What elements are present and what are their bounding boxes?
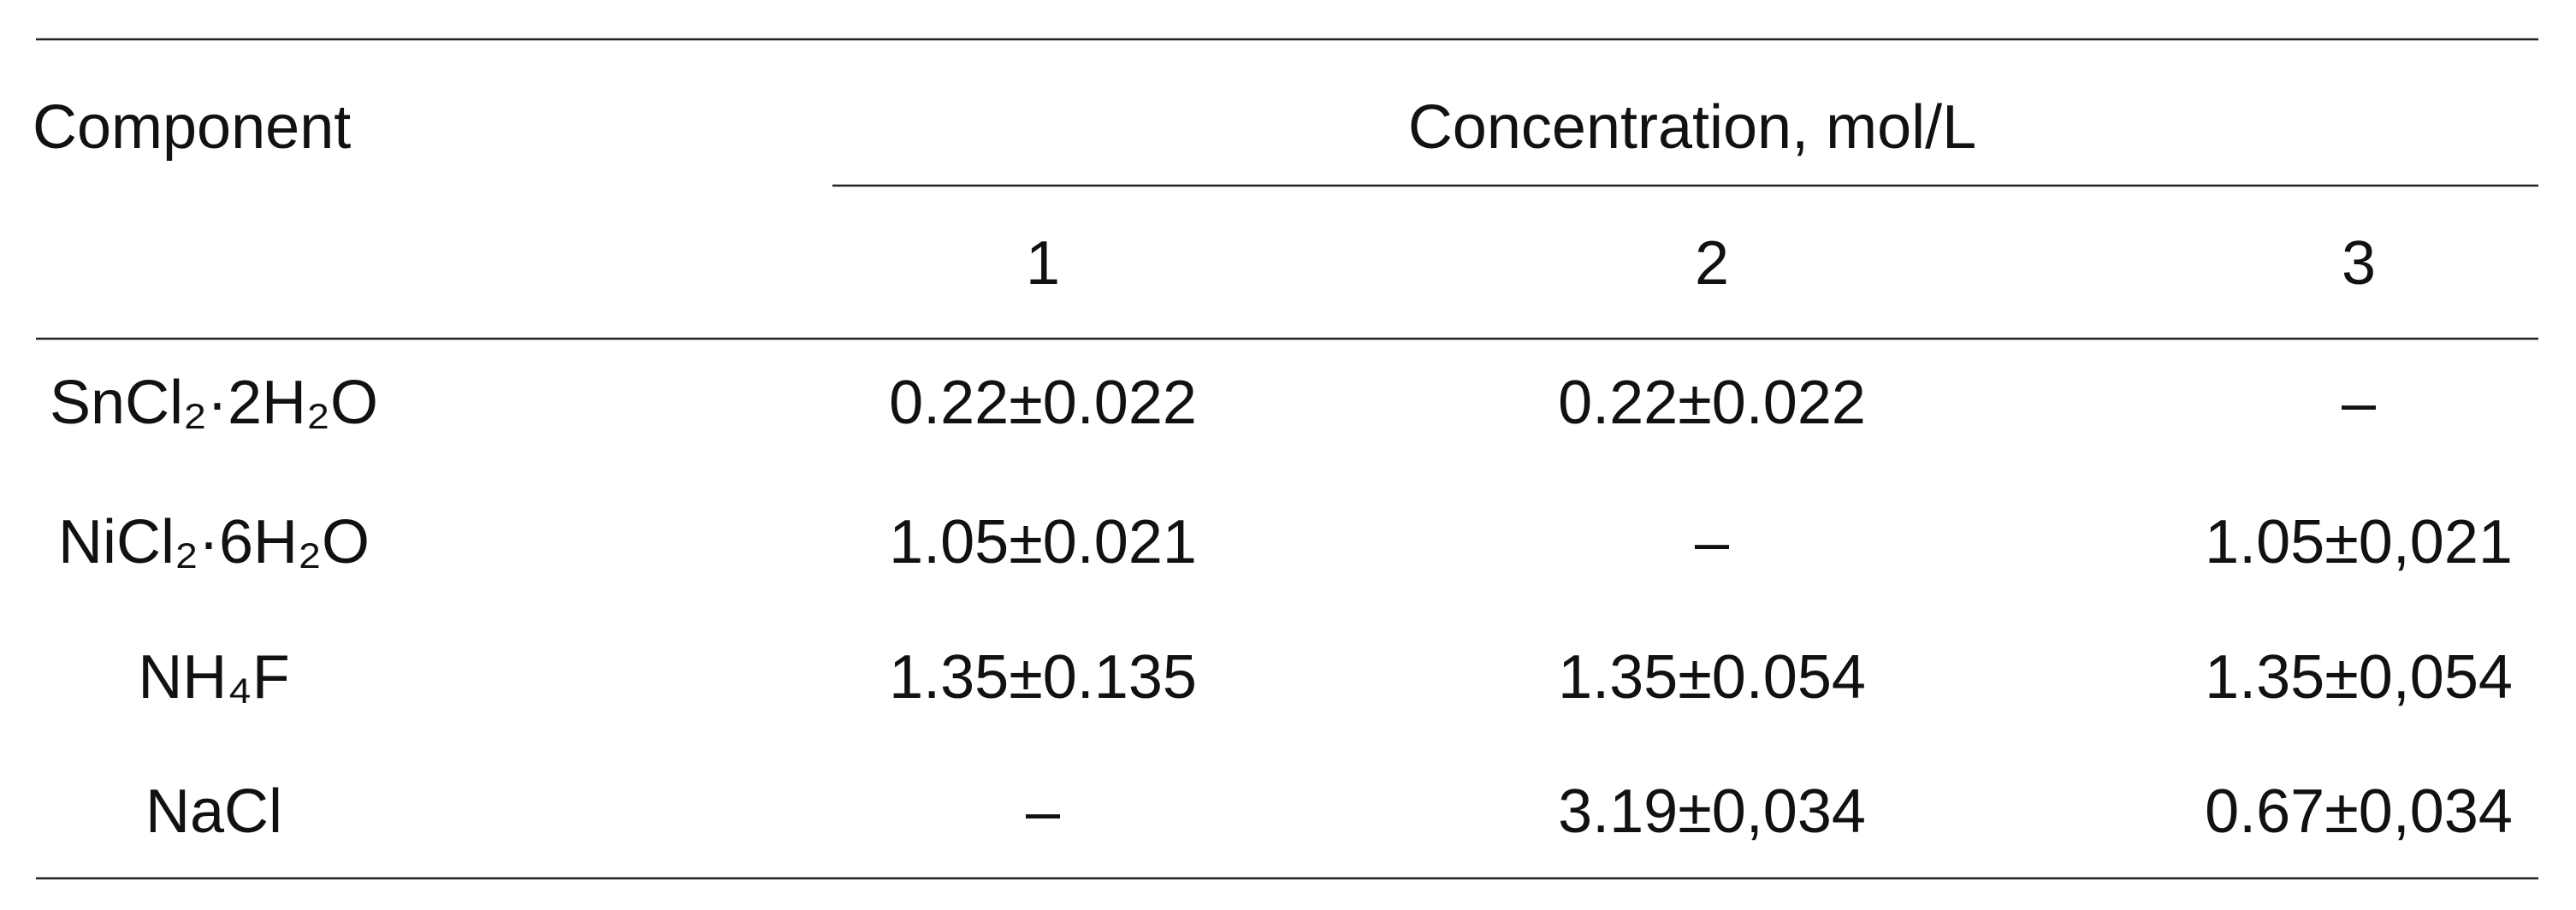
column-header: 1	[1026, 229, 1060, 298]
value-cell: 1.35±0.135	[889, 643, 1197, 712]
component-cell: NH₄F	[138, 643, 289, 712]
value-cell: 1.05±0,021	[2205, 508, 2513, 576]
column-header: 3	[2342, 229, 2376, 298]
value-cell: 0.22±0.022	[889, 369, 1197, 437]
component-cell: NiCl₂·6H₂O	[58, 508, 370, 576]
value-cell: 1.05±0.021	[889, 508, 1197, 576]
value-cell: 1.35±0.054	[1558, 643, 1866, 712]
concentration-header: Concentration, mol/L	[1408, 93, 1976, 162]
value-cell: 3.19±0,034	[1558, 777, 1866, 846]
value-cell: 0.67±0,034	[2205, 777, 2513, 846]
component-header: Component	[33, 93, 351, 162]
value-cell: 0.22±0.022	[1558, 369, 1866, 437]
component-cell: SnCl₂·2H₂O	[50, 369, 378, 437]
value-cell: –	[1695, 508, 1730, 576]
column-header: 2	[1695, 229, 1729, 298]
component-cell: NaCl	[145, 777, 282, 846]
value-cell: –	[1026, 777, 1061, 846]
value-cell: –	[2342, 369, 2377, 437]
value-cell: 1.35±0,054	[2205, 643, 2513, 712]
